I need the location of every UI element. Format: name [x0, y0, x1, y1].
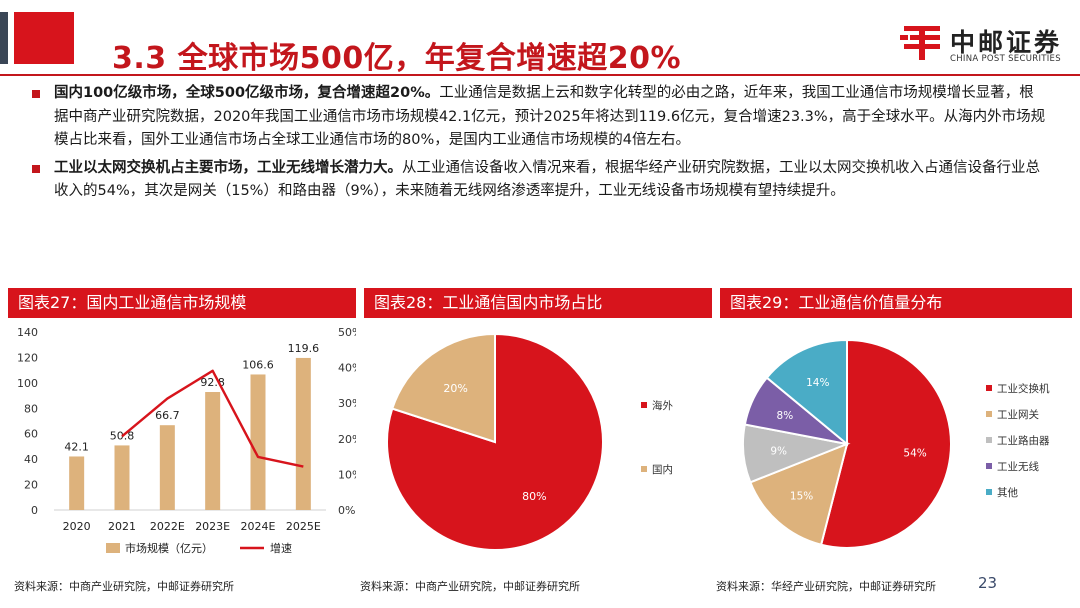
title-divider	[0, 74, 1080, 76]
pie-data-label: 15%	[790, 490, 813, 502]
accent-bar-dark	[0, 12, 8, 64]
y-axis-tick-label: 100	[17, 377, 38, 390]
slide-title: 3.3 全球市场500亿，年复合增速超20%	[112, 41, 682, 76]
legend-swatch-bars	[106, 543, 120, 553]
legend-swatch	[986, 385, 992, 391]
bullet-lead: 国内100亿级市场，全球500亿级市场，复合增速超20%。	[54, 85, 440, 101]
chart29-header: 图表29：工业通信价值量分布	[720, 288, 1072, 318]
logo-chinese-text: 中邮证券	[950, 28, 1063, 57]
legend-label: 其他	[997, 486, 1018, 499]
bullet-marker	[32, 164, 40, 173]
legend-label-bars: 市场规模（亿元）	[125, 541, 213, 555]
legend-swatch	[986, 437, 992, 443]
y2-axis-tick-label: 0%	[338, 504, 355, 517]
chart27-header: 图表27：国内工业通信市场规模	[8, 288, 356, 318]
bar-data-label: 119.6	[288, 342, 320, 355]
bar-data-label: 92.8	[200, 376, 225, 389]
bullet-item: 国内100亿级市场，全球500亿级市场，复合增速超20%。工业通信是数据上云和数…	[28, 82, 1048, 153]
page-number: 23	[978, 574, 998, 592]
bar-data-label: 66.7	[155, 409, 180, 422]
company-logo: 中邮证券 CHINA POST SECURITIES	[900, 22, 1072, 66]
legend-label-line: 增速	[270, 541, 292, 555]
accent-bar-red	[14, 12, 74, 64]
pie-data-label: 9%	[770, 445, 787, 457]
chart27-source: 资料来源：中商产业研究院，中邮证券研究所	[14, 580, 234, 593]
pie-data-label: 80%	[522, 490, 546, 503]
legend-swatch	[986, 489, 992, 495]
growth-rate-line	[121, 369, 304, 468]
bullet-body: 工业通信是数据上云和数字化转型的必由之路，近年来，我国工业通信市场规模增长显著，…	[54, 85, 1046, 148]
x-axis-tick-label: 2021	[108, 520, 136, 533]
y-axis-tick-label: 0	[31, 504, 38, 517]
y2-axis-tick-label: 30%	[338, 397, 356, 410]
x-axis-tick-label: 2024E	[241, 520, 276, 533]
pie-slice	[386, 332, 604, 551]
legend-swatch	[641, 466, 647, 472]
y-axis-tick-label: 120	[17, 351, 38, 364]
x-axis-tick-label: 2025E	[286, 520, 321, 533]
y-axis-tick-label: 60	[24, 428, 38, 441]
bar	[250, 374, 266, 510]
legend-label: 工业无线	[997, 460, 1039, 473]
market-size-combo-chart: 0 20 40 60 80 100 120 140 0% 10% 20% 30% 40% 50% 42.1 2…	[17, 326, 356, 555]
pie-data-label: 54%	[903, 448, 926, 460]
legend-label: 工业路由器	[997, 434, 1050, 447]
bar	[205, 392, 221, 510]
y-axis-tick-label: 140	[17, 326, 38, 339]
pie-slice	[749, 442, 849, 546]
y2-axis-tick-label: 20%	[338, 433, 356, 446]
legend-label: 工业网关	[997, 408, 1039, 421]
logo-english-text: CHINA POST SECURITIES	[950, 54, 1061, 64]
bullet-lead: 工业以太网交换机占主要市场，工业无线增长潜力大。	[54, 159, 402, 176]
bar	[295, 357, 311, 510]
chart29-source: 资料来源：华经产业研究院，中邮证券研究所	[716, 580, 936, 593]
chart28-header: 图表28：工业通信国内市场占比	[364, 288, 712, 318]
bullet-list: 国内100亿级市场，全球500亿级市场，复合增速超20%。工业通信是数据上云和数…	[28, 82, 1048, 208]
pie-slice	[765, 338, 848, 447]
y-axis-tick-label: 20	[24, 479, 38, 492]
y-axis-tick-label: 40	[24, 453, 38, 466]
legend-swatch	[986, 463, 992, 469]
bullet-body: 从工业通信设备收入情况来看，根据华经产业研究院数据，工业以太网交换机收入占通信设…	[54, 159, 1040, 200]
chart28-source: 资料来源：中商产业研究院，中邮证券研究所	[360, 580, 580, 593]
bar	[159, 425, 175, 510]
legend-label: 国内	[652, 463, 673, 476]
bar	[69, 456, 85, 510]
pie-slice	[819, 338, 952, 549]
y2-axis-tick-label: 40%	[338, 362, 356, 375]
pie-data-label: 20%	[443, 382, 467, 395]
x-axis-tick-label: 2023E	[195, 520, 230, 533]
bar-data-label: 42.1	[64, 440, 89, 453]
x-axis-tick-label: 2020	[63, 520, 91, 533]
y2-axis-tick-label: 10%	[338, 468, 356, 481]
china-post-logo-icon	[900, 26, 940, 60]
legend-label: 海外	[652, 399, 673, 412]
bullet-marker	[32, 90, 40, 98]
y2-axis-tick-label: 50%	[338, 326, 356, 339]
pie-slice	[391, 332, 496, 444]
pie-data-label: 14%	[806, 377, 829, 389]
y-axis-tick-label: 80	[24, 402, 38, 415]
bar	[114, 445, 130, 510]
pie-data-label: 8%	[777, 410, 794, 422]
bullet-item: 工业以太网交换机占主要市场，工业无线增长潜力大。从工业通信设备收入情况来看，根据…	[28, 157, 1048, 204]
legend-swatch	[641, 402, 647, 408]
legend-swatch	[986, 411, 992, 417]
bar-data-label: 106.6	[242, 358, 274, 371]
x-axis-tick-label: 2022E	[150, 520, 185, 533]
legend-label: 工业交换机	[997, 382, 1050, 395]
